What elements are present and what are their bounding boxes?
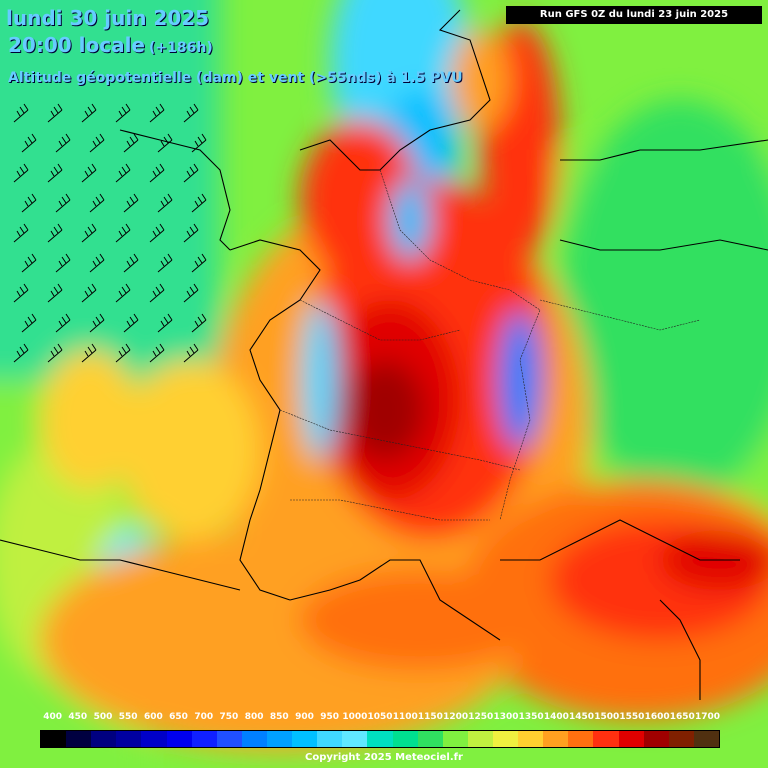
- wind-barb: [81, 223, 97, 243]
- wind-barb: [13, 103, 29, 123]
- wind-barb: [89, 253, 105, 273]
- wind-barb: [183, 223, 199, 243]
- wind-barb: [115, 163, 131, 183]
- wind-barb: [55, 133, 71, 153]
- wind-barb: [183, 163, 199, 183]
- wind-barb: [115, 283, 131, 303]
- wind-barb: [157, 193, 173, 213]
- wind-barb: [47, 283, 63, 303]
- wind-barb: [149, 343, 165, 363]
- wind-barb: [81, 103, 97, 123]
- wind-barb: [21, 313, 37, 333]
- wind-barb: [149, 283, 165, 303]
- wind-barb: [191, 313, 207, 333]
- wind-barb: [89, 133, 105, 153]
- wind-barb: [21, 193, 37, 213]
- wind-barb: [13, 163, 29, 183]
- wind-barb: [89, 193, 105, 213]
- wind-barb: [149, 223, 165, 243]
- coastlines: [0, 9, 768, 700]
- wind-barb: [183, 343, 199, 363]
- borders: [279, 169, 701, 521]
- wind-barb: [47, 163, 63, 183]
- wind-barbs: [13, 103, 207, 363]
- wind-barb: [13, 283, 29, 303]
- wind-barb: [81, 343, 97, 363]
- wind-barb: [81, 163, 97, 183]
- wind-barb: [123, 313, 139, 333]
- wind-barb: [13, 343, 29, 363]
- wind-barb: [115, 343, 131, 363]
- wind-barb: [183, 103, 199, 123]
- wind-barb: [123, 253, 139, 273]
- wind-barb: [115, 223, 131, 243]
- wind-barb: [47, 223, 63, 243]
- wind-barb: [149, 103, 165, 123]
- wind-barb: [157, 313, 173, 333]
- wind-barb: [81, 283, 97, 303]
- wind-barb: [47, 103, 63, 123]
- wind-barb: [183, 283, 199, 303]
- wind-barb: [21, 133, 37, 153]
- wind-barb: [123, 193, 139, 213]
- wind-barb: [21, 253, 37, 273]
- wind-barb: [47, 343, 63, 363]
- wind-barb: [191, 193, 207, 213]
- wind-barb: [123, 133, 139, 153]
- wind-barb: [55, 313, 71, 333]
- wind-barb: [149, 163, 165, 183]
- wind-barb: [115, 103, 131, 123]
- wind-barb: [157, 253, 173, 273]
- wind-barb: [89, 313, 105, 333]
- wind-barb: [13, 223, 29, 243]
- wind-barb: [55, 193, 71, 213]
- wind-barb: [55, 253, 71, 273]
- wind-barb: [191, 253, 207, 273]
- wind-barb: [191, 133, 207, 153]
- wind-barb: [157, 133, 173, 153]
